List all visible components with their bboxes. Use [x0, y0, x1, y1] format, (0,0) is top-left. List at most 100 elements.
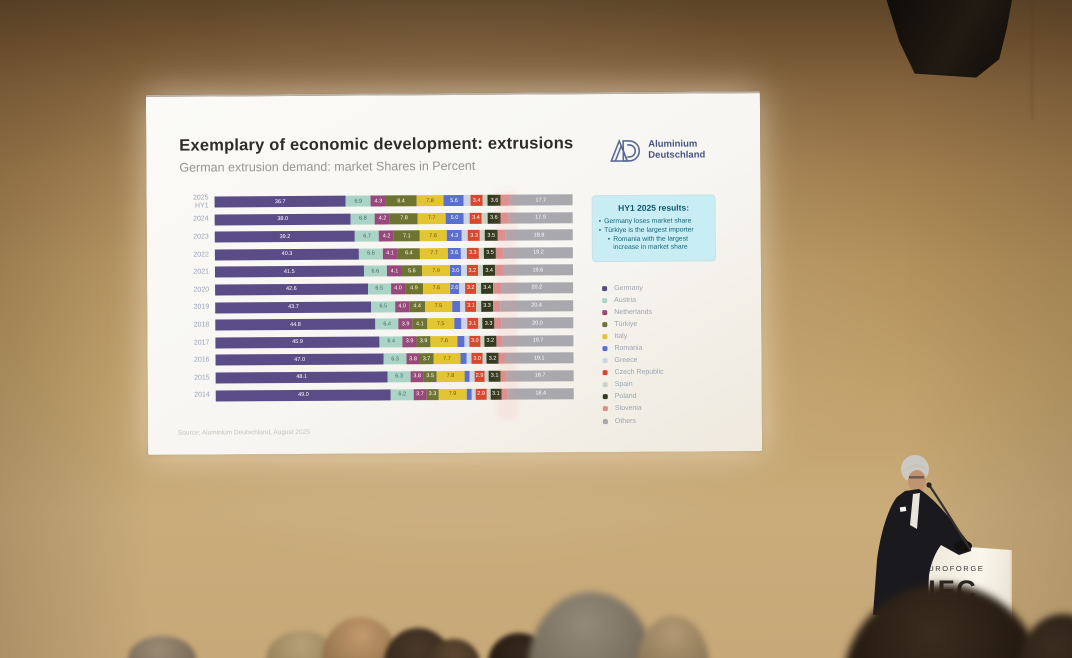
bar-segment-netherlands: 4.0 — [390, 283, 406, 295]
legend-item-others: Others — [600, 415, 664, 427]
bar-segment-poland: 3.5 — [484, 229, 498, 241]
legend-item-italy: Italy — [599, 330, 663, 342]
legend-swatch — [602, 418, 608, 424]
legend-swatch — [602, 406, 608, 412]
year-label: 2020 — [193, 286, 210, 294]
stacked-bar: 41.5 6.6 4.1 5.6 7.9 3.0 3.2 3.4 19.6 — [214, 264, 573, 278]
legend-swatch — [602, 358, 608, 364]
legend-item-slovenia: Slovenia — [600, 403, 664, 415]
bar-segment-austria: 6.3 — [383, 353, 407, 365]
bar-segment-t-rkiye: 8.4 — [385, 195, 417, 207]
ad-monogram-icon — [610, 138, 641, 162]
year-label: 2022 — [193, 251, 209, 259]
bar-segment-germany: 49.0 — [215, 388, 392, 401]
gooseneck-microphone — [927, 483, 972, 551]
projected-slide: Exemplary of economic development: extru… — [145, 91, 763, 455]
bar-segment-germany: 36.7 — [214, 195, 346, 208]
bar-segment-czech-republic: 2.9 — [475, 388, 487, 400]
bar-segment-romania — [451, 300, 461, 312]
legend-item-greece: Greece — [600, 354, 664, 366]
bar-segment-italy: 7.7 — [420, 247, 448, 259]
bar-segment-italy: 7.7 — [417, 212, 446, 224]
legend-label: Italy — [614, 332, 628, 340]
bar-segment-poland: 3.4 — [483, 265, 496, 277]
stacked-bar: 49.0 6.2 3.7 3.3 7.9 2.9 3.1 18.4 — [215, 387, 574, 401]
bar-segment-czech-republic: 3.2 — [464, 282, 477, 294]
bar-segment-t-rkiye: 3.3 — [426, 388, 439, 400]
audience-head — [637, 616, 709, 658]
bar-segment-germany: 43.7 — [215, 301, 372, 314]
stacked-bar: 38.0 6.8 4.2 7.8 7.7 5.0 3.4 3.6 17.9 — [214, 211, 573, 226]
bar-segment-czech-republic: 3.3 — [466, 247, 479, 259]
bar-segment-netherlands: 3.7 — [413, 388, 427, 400]
bar-segment-t-rkiye: 3.9 — [416, 335, 431, 347]
bar-segment-germany: 39.2 — [214, 230, 356, 243]
bullet-marker: • — [598, 218, 602, 226]
bar-segment-germany: 40.3 — [214, 248, 360, 261]
bar-segment-netherlands: 4.1 — [382, 248, 398, 260]
bar-segment-netherlands: 3.8 — [410, 371, 424, 383]
stacked-bar: 40.3 6.6 4.1 6.4 7.7 3.6 3.3 3.5 19.2 — [214, 247, 573, 261]
legend-item-spain: Spain — [600, 378, 664, 390]
ceiling-speaker — [886, 0, 1012, 78]
bar-segment-t-rkiye: 4.9 — [405, 283, 423, 295]
bar-segment-t-rkiye: 3.5 — [423, 371, 437, 383]
bar-segment-t-rkiye: 6.4 — [397, 247, 421, 260]
bar-segment-austria: 6.6 — [359, 248, 383, 260]
legend-label: Czech Republic — [614, 368, 664, 377]
presenter-shirt-front — [910, 493, 920, 529]
bar-segment-poland: 3.2 — [484, 335, 497, 347]
bar-segment-germany: 45.9 — [215, 336, 380, 349]
bar-segment-germany: 42.6 — [215, 283, 368, 296]
bar-segment-austria: 6.4 — [379, 336, 403, 348]
legend-swatch — [602, 309, 608, 315]
bar-segment-austria: 6.8 — [350, 213, 376, 225]
bar-segment-germany: 44.8 — [215, 318, 376, 331]
bar-segment-t-rkiye: 7.1 — [394, 230, 420, 242]
bar-segment-netherlands: 3.9 — [402, 335, 417, 348]
year-label: 2023 — [193, 233, 209, 241]
microphone-tip — [926, 482, 932, 488]
legend-item-romania: Romania — [599, 342, 663, 354]
bar-segment-czech-republic: 3.2 — [466, 265, 479, 277]
stacked-bar: 45.9 6.4 3.9 3.9 7.6 3.0 3.2 19.7 — [215, 335, 574, 349]
bar-segment-t-rkiye: 7.8 — [390, 212, 419, 224]
bullet-marker: • — [607, 235, 611, 243]
year-label: 2019 — [193, 303, 210, 311]
bar-segment-netherlands: 4.1 — [387, 265, 402, 277]
aluminium-deutschland-logo: Aluminium Deutschland — [608, 137, 705, 164]
bar-segment-italy: 7.9 — [438, 388, 467, 400]
bar-segment-italy: 7.6 — [419, 230, 447, 242]
bar-segment-romania: 3.6 — [447, 247, 461, 259]
slide-title: Exemplary of economic development: extru… — [179, 134, 574, 155]
legend-label: Austria — [614, 296, 636, 304]
year-label: 2014 — [194, 391, 210, 399]
callout-bullet: • Romania with the largest increase in m… — [599, 235, 709, 253]
bar-segment-netherlands: 3.9 — [398, 318, 413, 330]
bar-segment-poland: 3.3 — [482, 317, 495, 329]
callout-title: HY1 2025 results: — [618, 202, 690, 213]
bar-segment-t-rkiye: 4.1 — [412, 318, 428, 330]
legend-item-czech-republic: Czech Republic — [600, 366, 664, 378]
bar-segment-romania: 5.6 — [443, 194, 465, 207]
year-label: 2024 — [193, 215, 209, 224]
bar-segment-romania: 3.0 — [450, 265, 461, 277]
presenter-face — [908, 470, 926, 492]
bar-segment-germany: 41.5 — [214, 265, 364, 278]
year-label: 2025 HY1 — [192, 194, 209, 210]
legend-swatch — [602, 333, 608, 340]
bar-segment-austria: 6.5 — [371, 300, 395, 313]
legend-label: Poland — [614, 393, 637, 401]
bar-segment-romania: 2.6 — [449, 282, 460, 294]
bar-segment-others: 17.7 — [509, 194, 573, 206]
bar-segment-italy: 7.5 — [427, 318, 455, 330]
legend-item-austria: Austria — [599, 294, 663, 306]
bullet-text: Romania with the largest increase in mar… — [613, 235, 689, 252]
bar-segment-italy: 7.5 — [424, 300, 452, 312]
legend-label: Türkiye — [614, 320, 638, 328]
bar-segment-austria: 6.3 — [387, 371, 411, 383]
bar-segment-netherlands: 4.2 — [375, 212, 391, 225]
stacked-bar: 47.0 6.3 3.8 3.7 7.7 3.0 3.2 19.1 — [215, 352, 574, 366]
legend-swatch — [602, 346, 608, 352]
